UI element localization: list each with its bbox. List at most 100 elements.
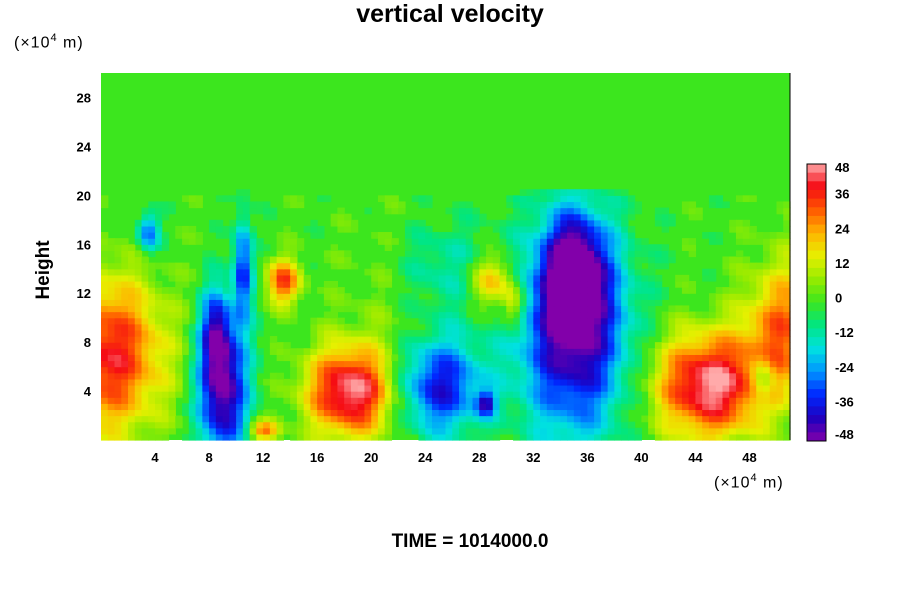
heatmap-cell: [229, 366, 237, 374]
heatmap-cell: [742, 378, 751, 386]
heatmap-cell: [540, 232, 548, 239]
heatmap-cell: [729, 384, 737, 392]
heatmap-cell: [377, 268, 386, 276]
heatmap-cell: [627, 403, 636, 411]
heatmap-cell: [614, 299, 622, 307]
heatmap-cell: [188, 238, 197, 245]
heatmap-cell: [668, 256, 676, 264]
heatmap-cell: [452, 366, 460, 374]
heatmap-cell: [107, 403, 116, 411]
heatmap-cell: [128, 262, 136, 270]
heatmap-cell: [128, 317, 136, 325]
heatmap-cell: [229, 403, 237, 411]
heatmap-cell: [283, 299, 291, 307]
heatmap-cell: [729, 262, 737, 270]
heatmap-cell: [621, 195, 629, 203]
heatmap-cell: [411, 348, 420, 355]
heatmap-cell: [513, 274, 521, 282]
heatmap-cell: [708, 372, 717, 380]
heatmap-cell: [587, 323, 595, 331]
heatmap-cell: [371, 305, 379, 313]
heatmap-cell: [317, 384, 325, 392]
heatmap-cell: [310, 427, 318, 435]
heatmap-cell: [587, 372, 595, 380]
heatmap-cell: [337, 323, 345, 331]
heatmap-cell: [756, 403, 764, 411]
heatmap-cell: [418, 195, 426, 203]
heatmap-cell: [445, 207, 453, 215]
heatmap-cell: [269, 262, 278, 270]
heatmap-cell: [614, 317, 622, 325]
heatmap-cell: [357, 433, 366, 441]
heatmap-cell: [762, 391, 771, 398]
heatmap-cell: [600, 403, 609, 411]
heatmap-cell: [519, 433, 528, 441]
heatmap-cell: [276, 342, 284, 349]
heatmap-cell: [107, 433, 116, 441]
heatmap-cell: [540, 366, 548, 374]
heatmap-cell: [101, 311, 109, 319]
heatmap-cell: [513, 219, 521, 227]
heatmap-cell: [553, 189, 561, 196]
heatmap-cell: [371, 384, 379, 392]
heatmap-cell: [323, 427, 332, 435]
heatmap-cell: [472, 384, 480, 392]
heatmap-cell: [749, 403, 757, 411]
heatmap-cell: [175, 384, 183, 392]
heatmap-cell: [769, 354, 778, 362]
heatmap-cell: [702, 336, 710, 343]
heatmap-cell: [114, 403, 122, 411]
heatmap-cell: [465, 317, 474, 325]
heatmap-cell: [546, 244, 555, 251]
heatmap-cell: [472, 274, 480, 282]
heatmap-cell: [222, 348, 230, 355]
heatmap-cell: [735, 219, 744, 227]
heatmap-cell: [607, 268, 615, 276]
heatmap-cell: [519, 311, 528, 319]
heatmap-cell: [702, 391, 710, 398]
heatmap-cell: [573, 225, 582, 233]
heatmap-cell: [519, 336, 528, 343]
heatmap-cell: [236, 232, 244, 239]
heatmap-cell: [438, 378, 447, 386]
heatmap-cell: [776, 274, 784, 282]
heatmap-cell: [513, 238, 521, 245]
heatmap-cell: [526, 329, 534, 337]
heatmap-cell: [708, 409, 717, 417]
heatmap-cell: [330, 280, 339, 288]
heatmap-cell: [594, 256, 602, 264]
heatmap-cell: [567, 268, 575, 276]
heatmap-cell: [472, 268, 480, 276]
heatmap-cell: [148, 348, 156, 355]
heatmap-cell: [141, 268, 149, 276]
heatmap-cell: [594, 427, 602, 435]
heatmap-cell: [452, 287, 460, 294]
heatmap-cell: [445, 293, 453, 300]
heatmap-cell: [209, 366, 217, 374]
heatmap-cell: [526, 415, 534, 423]
heatmap-cell: [236, 348, 244, 355]
heatmap-cell: [465, 232, 474, 239]
heatmap-cell: [742, 342, 751, 349]
heatmap-cell: [425, 299, 433, 307]
heatmap-cell: [418, 317, 426, 325]
heatmap-cell: [526, 232, 534, 239]
heatmap-cell: [404, 336, 413, 343]
heatmap-cell: [675, 329, 683, 337]
heatmap-cell: [479, 299, 487, 307]
heatmap-cell: [742, 366, 751, 374]
heatmap-cell: [222, 354, 230, 362]
heatmap-cell: [661, 329, 670, 337]
heatmap-cell: [344, 219, 352, 227]
heatmap-cell: [742, 360, 751, 368]
heatmap-cell: [431, 415, 440, 423]
heatmap-cell: [486, 262, 494, 270]
heatmap-cell: [735, 225, 744, 233]
heatmap-cell: [283, 262, 291, 270]
heatmap-cell: [215, 378, 224, 386]
heatmap-cell: [708, 384, 717, 392]
heatmap-cell: [209, 391, 217, 398]
heatmap-cell: [384, 433, 393, 441]
heatmap-cell: [215, 427, 224, 435]
heatmap-cell: [249, 299, 257, 307]
